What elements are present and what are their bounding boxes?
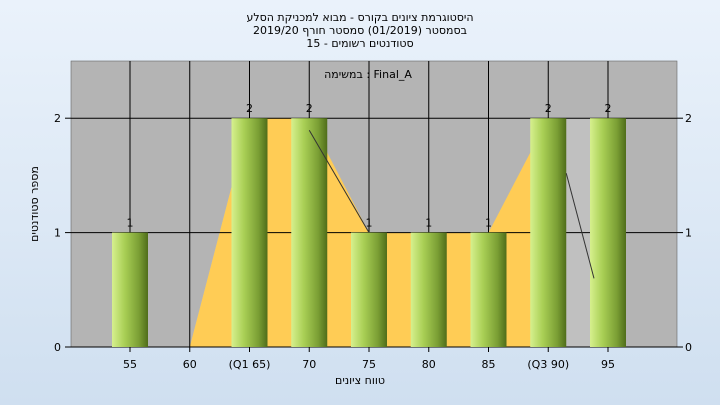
- data-label: 1: [485, 217, 492, 230]
- data-label: 1: [366, 217, 373, 230]
- x-axis: 55 60 (Q1 65) 70 75 80 85 (Q3 90) 95: [123, 347, 615, 371]
- chart-title-line-3: סטודנטים רשומים - 15: [306, 37, 413, 50]
- x-tick-label: (Q3 90): [527, 358, 569, 371]
- x-tick-label: 60: [183, 358, 197, 371]
- bar-70: [291, 118, 328, 347]
- bar-80: [410, 232, 447, 347]
- bars: [112, 118, 626, 347]
- bar-85: [470, 232, 507, 347]
- data-label: 2: [306, 102, 313, 115]
- legend-label: במשימה : Final_A: [324, 68, 412, 81]
- bar-(Q3 90): [530, 118, 567, 347]
- chart-title-line-1: היסטוגרמת ציונים בקורס - מבוא למכניקת הס…: [246, 11, 473, 24]
- data-label: 2: [605, 102, 612, 115]
- y-tick-label: 0: [54, 341, 61, 354]
- y-axis-title: מספר סטודנטים: [28, 166, 41, 242]
- y-axis-left: 0 1 2: [54, 112, 71, 354]
- data-label: 2: [545, 102, 552, 115]
- data-label: 2: [246, 102, 253, 115]
- data-label: 1: [425, 217, 432, 230]
- bar-(Q1 65): [231, 118, 268, 347]
- y-tick-label-right: 0: [685, 341, 692, 354]
- x-axis-title: טווח ציונים: [335, 374, 385, 387]
- y-tick-label-right: 2: [685, 112, 692, 125]
- trend-line: [308, 129, 595, 279]
- chart-title-line-2: בסמסטר (01/2019) סמסטר חורף 2019/20: [253, 24, 467, 37]
- x-tick-label: 55: [123, 358, 137, 371]
- data-label: 1: [127, 217, 134, 230]
- trend-segment: [565, 173, 595, 279]
- y-tick-label-right: 1: [685, 227, 692, 240]
- x-tick-label: 70: [302, 358, 316, 371]
- trend-segment: [308, 129, 370, 233]
- bar-55: [112, 232, 148, 347]
- bar-75: [351, 232, 387, 347]
- bar-95: [590, 118, 626, 347]
- data-labels: 1 2 2 1 1 1 2 2: [127, 102, 612, 229]
- y-axis-right: 0 1 2: [677, 112, 692, 354]
- x-tick-label: (Q1 65): [229, 358, 271, 371]
- x-tick-label: 75: [362, 358, 376, 371]
- x-tick-label: 95: [601, 358, 615, 371]
- y-tick-label: 2: [54, 112, 61, 125]
- y-tick-label: 1: [54, 227, 61, 240]
- x-tick-label: 85: [482, 358, 496, 371]
- x-tick-label: 80: [422, 358, 436, 371]
